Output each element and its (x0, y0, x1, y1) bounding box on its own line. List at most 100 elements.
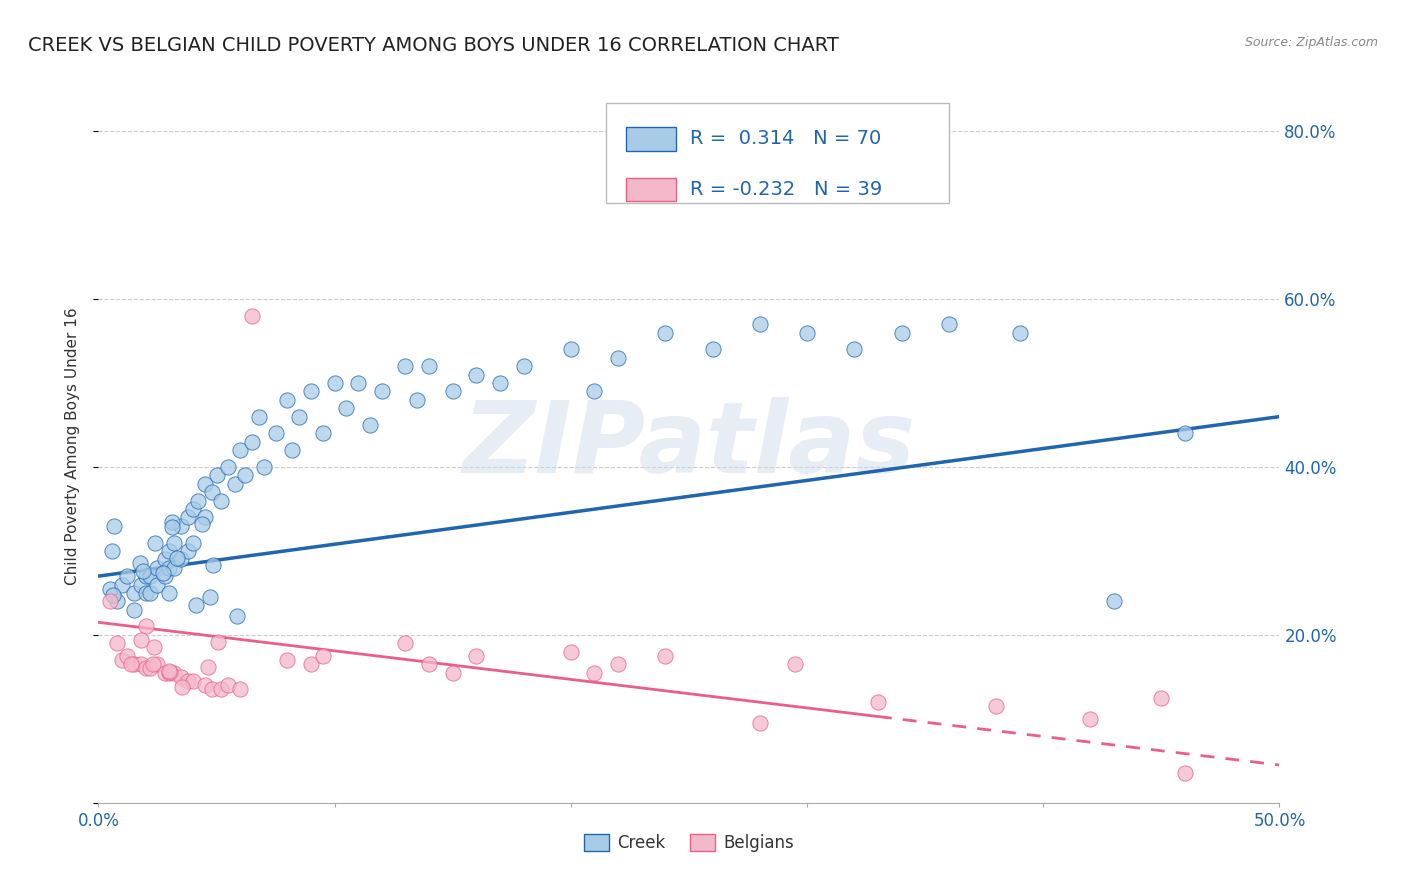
Point (194, 678, 217, 692)
Point (122, 657, 145, 672)
Point (748, 716, 770, 731)
Point (560, 645, 582, 659)
Point (101, 543, 124, 558)
Point (441, 384, 464, 399)
Point (406, 392, 429, 407)
Point (240, 309, 263, 323)
Point (1008, 326, 1031, 340)
Point (181, 535, 204, 549)
Point (465, 648, 488, 663)
Point (890, 326, 912, 340)
Point (418, 657, 440, 672)
Point (560, 343, 582, 357)
Point (143, 640, 166, 654)
Point (135, 619, 157, 633)
Point (201, 485, 224, 500)
Point (103, 519, 125, 533)
Point (181, 674, 204, 689)
Point (312, 426, 335, 441)
Point (191, 517, 214, 532)
Point (170, 680, 193, 694)
Point (142, 657, 165, 671)
Point (1174, 766, 1197, 780)
Point (159, 665, 181, 680)
Point (163, 560, 186, 574)
Point (1080, 712, 1102, 726)
Point (654, 648, 676, 663)
Point (157, 544, 180, 558)
Point (157, 665, 180, 680)
Point (299, 657, 322, 672)
Point (702, 343, 724, 357)
Point (153, 552, 176, 566)
Point (146, 577, 169, 591)
Point (143, 535, 166, 549)
Point (152, 566, 174, 580)
Point (135, 569, 157, 583)
Point (170, 552, 193, 566)
Point (347, 376, 370, 390)
Point (1174, 426, 1197, 441)
Point (129, 632, 152, 647)
Point (205, 468, 228, 483)
Point (785, 657, 807, 672)
Point (607, 351, 630, 365)
Point (197, 660, 219, 674)
Point (122, 603, 145, 617)
Point (312, 648, 335, 663)
Point (131, 564, 153, 578)
Point (209, 493, 232, 508)
Point (139, 569, 162, 583)
Legend: Creek, Belgians: Creek, Belgians (576, 827, 801, 859)
Text: ZIPatlas: ZIPatlas (463, 398, 915, 494)
Point (938, 318, 960, 332)
Point (583, 665, 606, 680)
Point (323, 376, 346, 390)
Point (177, 674, 200, 689)
Point (120, 657, 142, 671)
Point (129, 556, 152, 570)
Point (209, 682, 232, 697)
Point (276, 392, 298, 407)
Point (194, 510, 217, 524)
Point (129, 657, 152, 672)
Point (129, 577, 152, 591)
Point (866, 695, 889, 709)
Point (394, 636, 416, 650)
Point (160, 519, 183, 533)
Point (207, 634, 229, 648)
Point (654, 326, 676, 340)
Point (160, 516, 183, 530)
Point (394, 359, 416, 374)
Point (146, 657, 169, 672)
Point (202, 558, 225, 573)
Point (135, 586, 157, 600)
Point (122, 586, 145, 600)
Point (186, 598, 208, 612)
Point (276, 653, 298, 667)
Point (201, 682, 224, 697)
Text: Source: ZipAtlas.com: Source: ZipAtlas.com (1244, 36, 1378, 49)
Point (98, 594, 121, 608)
Point (166, 550, 188, 565)
Point (264, 426, 287, 441)
Y-axis label: Child Poverty Among Boys Under 16: Child Poverty Among Boys Under 16 (65, 307, 80, 585)
Point (226, 608, 249, 623)
Point (177, 510, 200, 524)
FancyBboxPatch shape (626, 127, 676, 151)
Point (240, 434, 263, 449)
Point (101, 588, 124, 602)
Point (105, 636, 128, 650)
Point (139, 661, 162, 675)
Point (288, 409, 311, 424)
Point (146, 560, 169, 574)
Point (198, 590, 221, 604)
Point (157, 586, 180, 600)
Point (512, 359, 534, 374)
Point (796, 326, 818, 340)
Point (163, 535, 186, 549)
Point (194, 476, 217, 491)
Text: R =  0.314   N = 70: R = 0.314 N = 70 (690, 129, 882, 148)
Point (299, 384, 322, 399)
Point (1102, 594, 1125, 608)
